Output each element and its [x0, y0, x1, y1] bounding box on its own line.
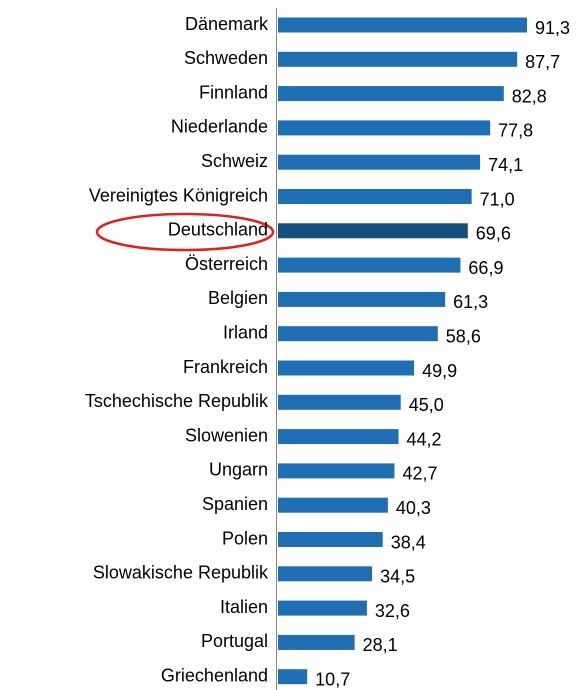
- value-label: 10,7: [315, 669, 350, 689]
- category-label: Griechenland: [161, 665, 268, 685]
- category-label: Polen: [222, 528, 268, 548]
- category-label: Irland: [223, 322, 268, 342]
- category-label: Finnland: [199, 82, 268, 102]
- category-label: Belgien: [208, 288, 268, 308]
- category-label: Italien: [220, 597, 268, 617]
- bar: [278, 360, 415, 376]
- value-label: 40,3: [396, 498, 431, 518]
- category-label: Portugal: [201, 631, 268, 651]
- bar: [278, 86, 504, 102]
- value-label: 87,7: [525, 52, 560, 72]
- bar: [278, 463, 395, 479]
- category-label: Slowenien: [185, 425, 268, 445]
- value-label: 38,4: [391, 532, 426, 552]
- category-label: Schweden: [184, 48, 268, 68]
- bar: [278, 120, 491, 136]
- bar: [278, 223, 468, 239]
- bar: [278, 51, 518, 67]
- category-label: Vereinigtes Königreich: [89, 185, 268, 205]
- bar: [278, 257, 461, 273]
- value-label: 44,2: [407, 429, 442, 449]
- bar: [278, 669, 308, 685]
- category-label: Tschechische Republik: [85, 391, 269, 411]
- category-label: Schweiz: [201, 151, 268, 171]
- value-label: 77,8: [498, 121, 533, 141]
- bar: [278, 634, 355, 650]
- value-label: 45,0: [409, 395, 444, 415]
- category-label: Slowakische Republik: [93, 563, 269, 583]
- bar: [278, 17, 527, 33]
- bar: [278, 394, 401, 410]
- value-label: 74,1: [488, 155, 523, 175]
- bar: [278, 189, 472, 204]
- bar: [278, 566, 373, 582]
- category-label: Niederlande: [171, 117, 268, 137]
- value-label: 42,7: [402, 464, 437, 484]
- bar: [278, 600, 367, 616]
- category-label: Deutschland: [168, 220, 268, 240]
- value-label: 69,6: [476, 224, 511, 244]
- category-label: Österreich: [185, 254, 268, 274]
- value-label: 66,9: [468, 258, 503, 278]
- value-label: 28,1: [363, 635, 398, 655]
- value-label: 58,6: [446, 326, 481, 346]
- category-label: Spanien: [202, 494, 268, 514]
- bar: [278, 291, 446, 307]
- value-label: 61,3: [453, 292, 488, 312]
- category-label: Frankreich: [183, 357, 268, 377]
- highlight-ellipse: [95, 212, 275, 252]
- value-label: 34,5: [380, 567, 415, 587]
- bar: [278, 497, 388, 513]
- value-label: 91,3: [535, 18, 570, 38]
- bar: [278, 326, 438, 342]
- value-label: 32,6: [375, 601, 410, 621]
- bar: [278, 532, 383, 547]
- value-label: 71,0: [480, 189, 515, 209]
- value-label: 49,9: [422, 361, 457, 381]
- bar: [278, 429, 399, 445]
- category-label: Dänemark: [185, 14, 269, 34]
- bar: [278, 154, 481, 170]
- category-label: Ungarn: [209, 460, 268, 480]
- value-label: 82,8: [512, 86, 547, 106]
